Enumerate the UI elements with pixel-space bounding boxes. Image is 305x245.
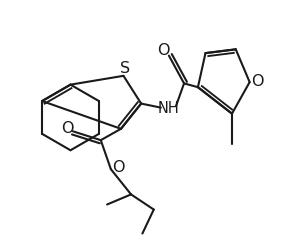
Text: O: O <box>251 74 264 89</box>
Text: O: O <box>61 121 74 136</box>
Text: S: S <box>120 61 131 76</box>
Text: O: O <box>112 160 125 175</box>
Text: NH: NH <box>158 101 180 116</box>
Text: O: O <box>158 43 170 58</box>
